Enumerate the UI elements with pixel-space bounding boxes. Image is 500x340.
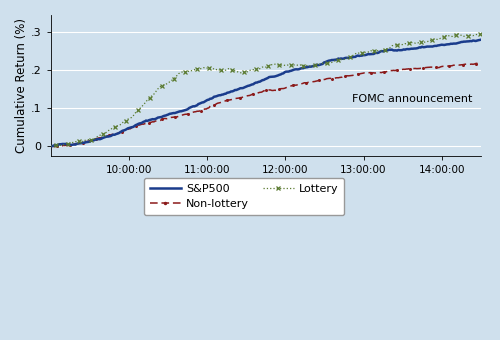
Legend: S&P500, Non-lottery, Lottery: S&P500, Non-lottery, Lottery: [144, 178, 344, 215]
Text: FOMC announcement: FOMC announcement: [352, 94, 472, 104]
Y-axis label: Cumulative Return (%): Cumulative Return (%): [15, 18, 28, 153]
